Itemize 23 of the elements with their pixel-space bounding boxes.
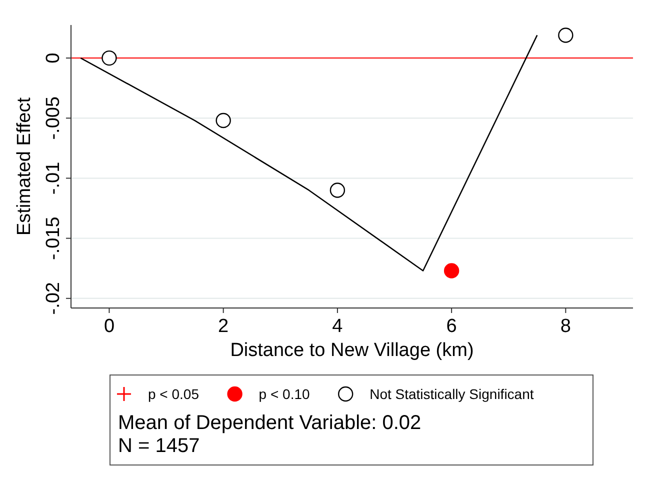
- point: [330, 182, 346, 198]
- x-tick-label: 4: [332, 316, 344, 337]
- y-tick-label: -.015: [43, 216, 64, 260]
- y-tick-label: 0: [43, 52, 64, 64]
- y-axis-title: Estimated Effect: [14, 96, 35, 236]
- y-tick-label: -.005: [43, 96, 64, 140]
- point: [444, 263, 460, 278]
- point: [216, 112, 231, 128]
- x-tick-label: 0: [104, 316, 115, 337]
- point: [558, 28, 574, 43]
- y-tick-label: -.02: [43, 282, 64, 315]
- line-series: [80, 34, 538, 272]
- legend-label: p < 0.05: [148, 386, 200, 402]
- legend-label: Not Statistically Significant: [370, 386, 534, 402]
- x-tick-label: 2: [218, 316, 229, 337]
- x-axis-title: Distance to New Village (km): [230, 340, 474, 361]
- x-tick-label: 6: [446, 316, 457, 337]
- point: [102, 50, 117, 66]
- text: Mean of Dependent Variable: 0.02: [118, 412, 422, 434]
- legend-label: p < 0.10: [258, 386, 310, 402]
- text: N = 1457: [118, 435, 200, 457]
- y-tick-label: -.01: [43, 162, 64, 195]
- x-tick-label: 8: [560, 316, 571, 337]
